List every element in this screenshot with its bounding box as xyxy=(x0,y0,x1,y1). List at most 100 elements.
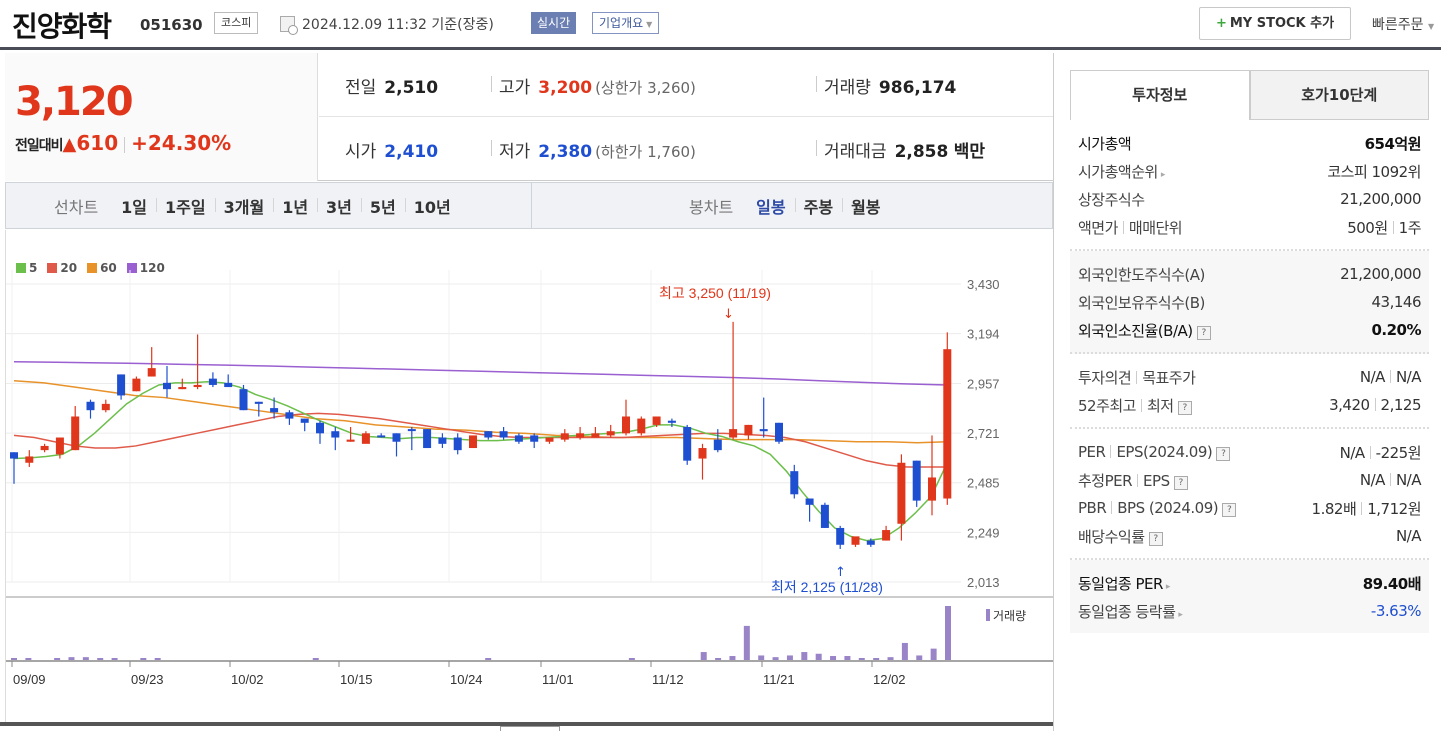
help-icon[interactable]: ? xyxy=(1148,531,1163,546)
line-chart-periods: 선차트 1일 1주일 3개월 1년 3년 5년 10년 xyxy=(54,183,460,228)
candle-up xyxy=(652,416,661,425)
realtime-badge: 실시간 xyxy=(531,12,577,34)
info-row: 배당수익률? N/A xyxy=(1078,522,1422,550)
candle-up xyxy=(591,433,600,438)
chart-toolbar: 선차트 1일 1주일 3개월 1년 3년 5년 10년 봉차트 일봉 주봉 월봉 xyxy=(5,182,1053,229)
stock-header: 진양화학 051630 코스피 2024.12.09 11:32 기준(장중) … xyxy=(0,0,1441,50)
period-3y[interactable]: 3년 xyxy=(317,194,361,218)
info-row[interactable]: 동일업종 PER ▸ 89.40배 xyxy=(1078,569,1422,597)
divider xyxy=(1392,220,1394,234)
info-row: 상장주식수 21,200,000 xyxy=(1078,185,1421,213)
divider xyxy=(1137,473,1139,487)
candle-down xyxy=(377,435,386,438)
stat-prev-close: 전일 2,510 xyxy=(345,78,439,98)
candle-down xyxy=(407,429,416,432)
info-value: 43,146 xyxy=(1371,293,1422,311)
candle-up xyxy=(193,384,202,388)
add-mystock-button[interactable]: + MY STOCK 추가 xyxy=(1199,7,1351,40)
info-row[interactable]: 시가총액순위 ▸ 코스피 1092위 xyxy=(1078,157,1421,185)
volume-bar xyxy=(916,655,923,660)
divider xyxy=(1369,445,1371,459)
candle-daily[interactable]: 일봉 xyxy=(756,197,786,217)
candlestick-chart[interactable]: 3,430 3,194 2,957 2,721 2,485 2,249 2,013 최고 3,… xyxy=(6,270,1054,722)
help-icon[interactable]: ? xyxy=(1222,503,1237,517)
volume-bar xyxy=(485,658,492,660)
period-5y[interactable]: 5년 xyxy=(360,194,405,218)
candle-down xyxy=(667,420,676,423)
stat-amount: 거래대금 2,858 백만 xyxy=(815,137,985,162)
volume-bar xyxy=(858,658,865,660)
legend-ma60: 60 xyxy=(87,261,117,275)
info-label: PBR BPS (2024.09)? xyxy=(1078,499,1237,517)
candle-monthly[interactable]: 월봉 xyxy=(842,194,889,218)
info-label: 액면가 매매단위 xyxy=(1078,218,1183,237)
stock-name: 진양화학 xyxy=(12,10,112,43)
volume-bar xyxy=(772,657,779,660)
chart-scroll-track[interactable] xyxy=(0,722,1053,726)
info-value: N/A N/A xyxy=(1359,471,1422,489)
arrow-right-icon[interactable]: ▸ xyxy=(1160,169,1166,180)
volume-bar xyxy=(111,658,118,660)
volume-bar xyxy=(11,658,17,660)
divider xyxy=(1361,501,1363,515)
help-icon[interactable]: ? xyxy=(1216,447,1231,461)
volume-bar xyxy=(930,648,937,660)
help-icon[interactable]: ? xyxy=(1196,325,1211,340)
divider xyxy=(1136,370,1138,384)
candle-up xyxy=(882,530,891,541)
period-1d[interactable]: 1일 xyxy=(121,197,148,217)
candle-up xyxy=(560,433,569,440)
legend-swatch xyxy=(126,263,137,273)
x-axis-label: 11/21 xyxy=(763,672,795,687)
info-value: 코스피 1092위 xyxy=(1327,162,1421,181)
volume-bar xyxy=(758,655,765,660)
arrow-right-icon[interactable]: ▸ xyxy=(1178,609,1183,620)
info-value: -3.63% xyxy=(1370,602,1422,620)
tab-order-book[interactable]: 호가10단계 xyxy=(1249,70,1429,120)
change-label: 전일대비 xyxy=(15,138,64,154)
info-row: 외국인보유주식수(B) 43,146 xyxy=(1078,288,1421,316)
arrow-right-icon[interactable]: ▸ xyxy=(1165,581,1171,592)
chart-scroll-handle[interactable] xyxy=(500,726,560,731)
candle-down xyxy=(10,452,18,459)
period-1y[interactable]: 1년 xyxy=(273,194,317,218)
add-mystock-label: MY STOCK 추가 xyxy=(1229,16,1335,31)
candle-up xyxy=(101,403,110,411)
volume-bar xyxy=(700,652,707,660)
volume-bar xyxy=(715,658,722,660)
x-axis-label: 11/01 xyxy=(542,672,574,687)
period-1w[interactable]: 1주일 xyxy=(156,194,215,218)
info-label: 추정PER EPS? xyxy=(1078,470,1188,491)
candle-up xyxy=(178,387,187,390)
volume-bar xyxy=(25,658,32,660)
info-value: 654억원 xyxy=(1364,134,1422,153)
divider xyxy=(1389,370,1391,383)
help-icon[interactable]: ? xyxy=(1177,400,1192,415)
candle-down xyxy=(453,437,462,451)
help-icon[interactable]: ? xyxy=(1173,475,1188,490)
candle-up xyxy=(851,536,860,545)
period-10y[interactable]: 10년 xyxy=(404,194,460,218)
tab-investment-info[interactable]: 투자정보 xyxy=(1070,70,1250,120)
info-tabs: 투자정보 호가10단계 xyxy=(1070,70,1429,120)
y-axis-label: 2,249 xyxy=(967,525,1000,540)
candle-up xyxy=(147,368,156,377)
price-change: 전일대비▲610 +24.30% xyxy=(15,131,231,155)
info-label: 배당수익률? xyxy=(1078,526,1163,547)
info-value: 89.40배 xyxy=(1362,574,1422,593)
candle-down xyxy=(805,498,814,505)
x-axis-label: 09/09 xyxy=(13,672,46,687)
quick-order-dropdown[interactable]: 빠른주문 ▼ xyxy=(1372,14,1434,34)
legend-ma20: 20 xyxy=(47,261,77,275)
info-label: 시가총액순위 ▸ xyxy=(1078,162,1166,181)
info-row: 액면가 매매단위 500원 1주 xyxy=(1078,213,1421,241)
info-label: PER EPS(2024.09)? xyxy=(1078,443,1231,461)
info-row[interactable]: 동일업종 등락률 ▸ -3.63% xyxy=(1078,597,1422,625)
period-3m[interactable]: 3개월 xyxy=(214,194,274,218)
candle-weekly[interactable]: 주봉 xyxy=(794,194,842,218)
info-label: 외국인보유주식수(B) xyxy=(1078,293,1205,312)
info-row: 시가총액 654억원 xyxy=(1078,129,1422,157)
company-overview-dropdown[interactable]: 기업개요 ▼ xyxy=(592,12,660,34)
candle-down xyxy=(86,401,95,411)
